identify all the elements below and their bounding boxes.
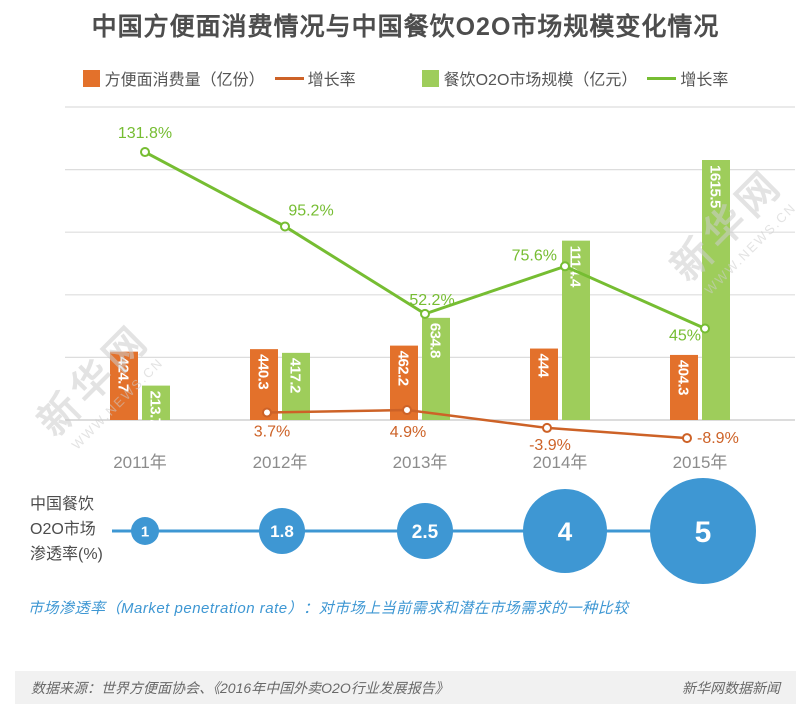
x-axis-label: 2015年 [673,453,728,472]
noodle-growth-label: 3.7% [254,423,290,440]
page-title: 中国方便面消费情况与中国餐饮O2O市场规模变化情况 [91,13,720,41]
noodle-bar-legend-label: 方便面消费量（亿份） [104,72,265,89]
chart-legend: 方便面消费量（亿份） 增长率 餐饮O2O市场规模（亿元） 增长率 [0,66,811,90]
noodle-line-legend-label: 增长率 [307,72,356,89]
noodle-growth-point [542,422,552,433]
noodle-growth-label: 4.9% [390,424,426,441]
o2o-growth-label: 75.6% [512,247,557,264]
noodle-bar [250,349,278,420]
o2o-bar [142,385,170,420]
noodle-bar-value-label: 440.3 [255,354,272,389]
penetration-bubble [259,508,305,554]
o2o-line-swatch-icon [647,76,677,80]
noodle-growth-line [266,408,688,440]
legend-group-noodle: 方便面消费量（亿份） 增长率 [82,66,356,90]
bubble-axis-label-line3: 渗透率(%) [30,546,103,563]
bubble-axis-label: 中国餐饮 O2O市场 渗透率(%) [30,492,103,567]
combo-bar-line-chart: 424.7 440.3 462.2 444 404.3 213.7 417.2 634.8 11… [65,106,795,472]
noodle-bar-value-label: 424.7 [115,357,132,392]
note-text: 市场渗透率（Market penetration rate）：对市场上当前需求和… [28,600,629,617]
o2o-growth-point [420,308,430,319]
penetration-bubble-value: 1.8 [270,522,294,541]
o2o-growth-label: 45% [669,328,701,345]
o2o-growth-point [560,261,570,272]
o2o-bar-value-label: 1615.5 [707,165,724,208]
noodle-bar-value-label: 404.3 [675,360,692,395]
noodle-growth-point [402,405,412,416]
penetration-bubble-chart: 1 1.8 2.5 4 5 [112,478,756,584]
o2o-growth-label: 52.2% [409,292,454,309]
noodle-growth-label: -3.9% [529,437,571,454]
o2o-bar-value-label: 1114.4 [567,246,584,288]
o2o-growth-point [700,323,710,334]
legend-group-o2o: 餐饮O2O市场规模（亿元） 增长率 [421,66,729,90]
o2o-bar-value-label: 417.2 [287,358,304,393]
o2o-growth-point [140,147,150,158]
noodle-bar [110,351,138,420]
x-axis-label: 2012年 [253,453,308,472]
o2o-bar-swatch-icon [421,69,439,87]
credit-text: 新华网数据新闻 [682,679,780,696]
x-axis-label: 2014年 [533,453,588,472]
bubble-axis-label-line1: 中国餐饮 [30,496,95,513]
x-axis-label: 2011年 [113,453,167,472]
penetration-bubble [131,517,159,545]
noodle-bar-value-label: 444 [535,354,552,379]
bubble-axis-label-line2: O2O市场 [30,521,96,538]
o2o-bar [422,317,450,420]
o2o-bar-value-label: 213.7 [147,391,164,426]
penetration-bubble-value: 5 [695,516,712,549]
penetration-bubble [523,489,607,573]
footer-bar: 数据来源：世界方便面协会、《2016年中国外卖O2O行业发展报告》 新华网数据新… [15,671,796,704]
penetration-bubble [650,478,756,584]
noodle-line-swatch-icon [274,76,304,80]
o2o-growth-label: 131.8% [118,125,172,142]
o2o-bar [282,352,310,420]
o2o-line-legend-label: 增长率 [680,72,729,89]
data-source-text: 数据来源：世界方便面协会、《2016年中国外卖O2O行业发展报告》 [31,679,449,696]
o2o-bar [702,160,730,420]
penetration-bubble [397,503,453,559]
noodle-bar-swatch-icon [82,69,100,87]
x-axis-label: 2013年 [393,453,448,472]
penetration-bubble-value: 4 [558,516,573,546]
o2o-bar-value-label: 634.8 [427,323,444,358]
noodle-growth-point [262,407,272,418]
o2o-bar-legend-label: 餐饮O2O市场规模（亿元） [443,72,638,89]
noodle-bar-value-label: 462.2 [395,351,412,386]
penetration-bubble-value: 1 [141,523,149,540]
o2o-growth-point [280,221,290,232]
noodle-bar [530,348,558,420]
penetration-bubble-value: 2.5 [412,522,439,543]
noodle-growth-point [682,433,692,444]
o2o-growth-label: 95.2% [288,202,333,219]
noodle-growth-label: -8.9% [697,430,739,447]
noodle-bar [670,354,698,420]
